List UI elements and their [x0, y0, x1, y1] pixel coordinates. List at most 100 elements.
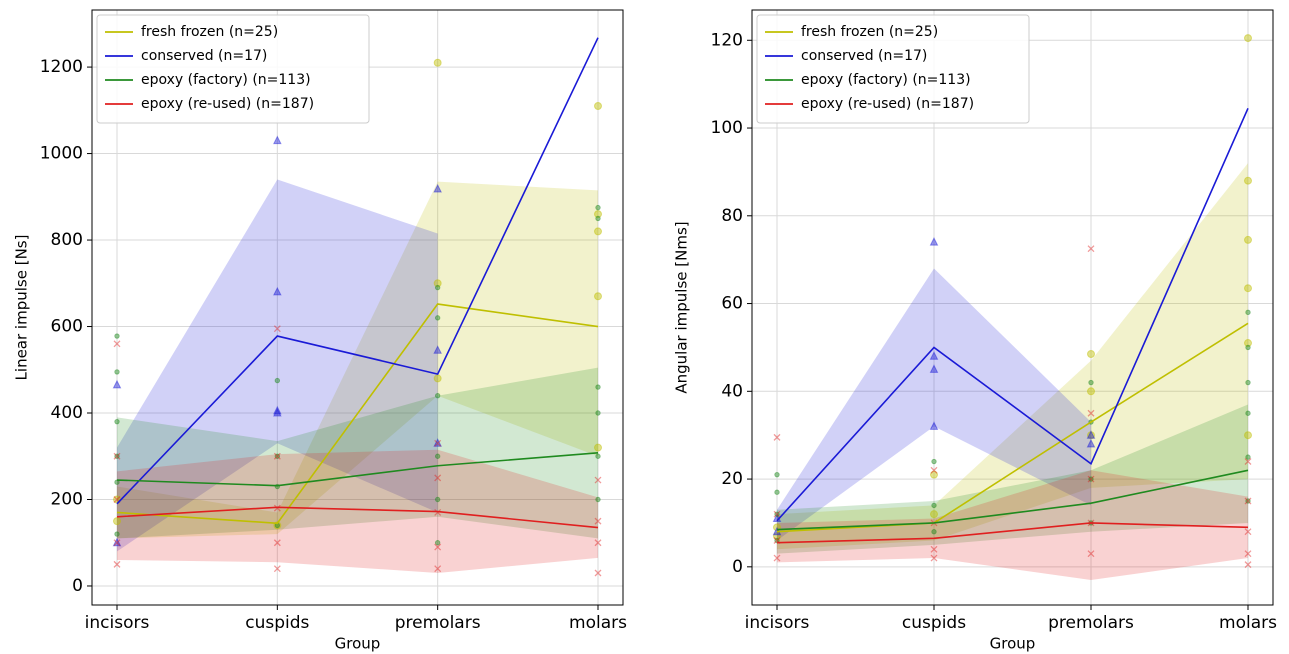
data-point: [434, 393, 441, 399]
series-line: [116, 303, 599, 525]
data-point: [1245, 410, 1251, 416]
data-point: [929, 351, 939, 360]
data-point: [595, 215, 601, 222]
y-tick-label: 20: [721, 469, 743, 489]
confidence-band: [777, 404, 1248, 554]
data-point: [931, 529, 937, 535]
data-point: [773, 433, 781, 441]
series-line: [776, 322, 1249, 533]
legend-label: fresh frozen (n=25): [141, 24, 278, 40]
data-point: [433, 374, 442, 383]
x-tick-label: premolars: [395, 613, 481, 633]
data-point: [930, 510, 938, 519]
subplot: 0 200 400 600 800 1000 1200 incisors cuspids prem…: [13, 9, 627, 653]
data-point: [112, 379, 122, 389]
data-point: [1244, 176, 1252, 185]
data-point: [773, 554, 781, 562]
data-point: [434, 543, 442, 551]
data-point: [1245, 498, 1251, 504]
data-point: [273, 452, 281, 460]
x-tick-label: molars: [569, 613, 627, 633]
data-point: [273, 565, 281, 573]
data-point: [1087, 475, 1095, 483]
data-point: [930, 554, 938, 562]
data-point: [434, 453, 441, 459]
y-axis-label: Linear impulse [Ns]: [13, 235, 31, 381]
data-point: [594, 210, 602, 219]
data-point: [594, 227, 602, 236]
legend-label: fresh frozen (n=25): [801, 24, 938, 40]
legend-label: epoxy (re-used) (n=187): [141, 96, 314, 112]
confidence-band: [117, 181, 598, 539]
data-point: [434, 439, 442, 447]
data-point: [114, 369, 120, 375]
data-point: [594, 292, 602, 301]
data-point: [1244, 497, 1252, 505]
y-tick-label: 600: [51, 317, 83, 337]
legend-label: conserved (n=17): [801, 48, 927, 64]
y-tick-label: 1000: [40, 144, 83, 164]
legend-label: conserved (n=17): [141, 48, 267, 64]
x-tick-label: cuspids: [902, 613, 966, 633]
y-tick-label: 40: [721, 381, 743, 401]
data-point: [594, 101, 602, 110]
data-point: [594, 443, 602, 452]
confidence-band: [777, 163, 1248, 550]
data-point: [595, 453, 601, 459]
data-point: [1244, 431, 1252, 440]
data-point: [1244, 235, 1252, 244]
data-point: [273, 539, 281, 547]
data-point: [113, 452, 121, 460]
data-point: [1088, 379, 1094, 386]
data-point: [929, 421, 939, 430]
data-point: [594, 517, 602, 525]
data-point: [1245, 454, 1251, 460]
data-point: [930, 466, 938, 474]
data-point: [774, 537, 780, 544]
x-axis-label: Group: [335, 635, 381, 653]
axes-frame: [751, 9, 1274, 606]
data-point: [1087, 409, 1095, 417]
data-point: [114, 479, 120, 485]
data-point: [434, 315, 441, 321]
data-point: [1244, 284, 1252, 293]
confidence-band: [117, 449, 598, 574]
data-point: [1244, 550, 1252, 558]
confidence-band: [117, 367, 598, 539]
confidence-band: [117, 179, 438, 552]
data-point: [930, 470, 938, 479]
data-point: [433, 183, 442, 193]
series-line: [776, 522, 1249, 544]
data-point: [1245, 344, 1251, 351]
data-point: [1087, 245, 1095, 253]
data-point: [273, 135, 282, 145]
data-point: [774, 511, 780, 517]
y-tick-label: 800: [51, 230, 83, 250]
data-point: [1245, 379, 1251, 386]
y-tick-label: 60: [721, 294, 743, 314]
confidence-band: [777, 268, 1091, 541]
data-point: [434, 540, 441, 546]
y-tick-label: 0: [72, 576, 83, 596]
y-tick-label: 100: [711, 118, 743, 138]
data-point: [434, 565, 442, 573]
data-point: [433, 345, 442, 354]
data-point: [1087, 350, 1095, 359]
y-tick-label: 200: [51, 489, 83, 509]
data-point: [595, 496, 601, 503]
axes-frame: [91, 9, 624, 606]
data-point: [1086, 438, 1096, 448]
legend-box: [96, 14, 370, 124]
data-point: [1088, 476, 1094, 482]
data-point: [434, 284, 441, 291]
data-point: [273, 325, 281, 333]
y-tick-label: 80: [721, 206, 743, 226]
data-point: [433, 438, 442, 447]
data-point: [595, 204, 601, 211]
data-point: [1087, 431, 1095, 440]
data-point: [1245, 309, 1251, 316]
subplot: 0 20 40 60 80 100 120 incisors cuspids premolars m…: [673, 9, 1277, 653]
data-point: [773, 532, 781, 541]
data-point: [273, 504, 281, 512]
